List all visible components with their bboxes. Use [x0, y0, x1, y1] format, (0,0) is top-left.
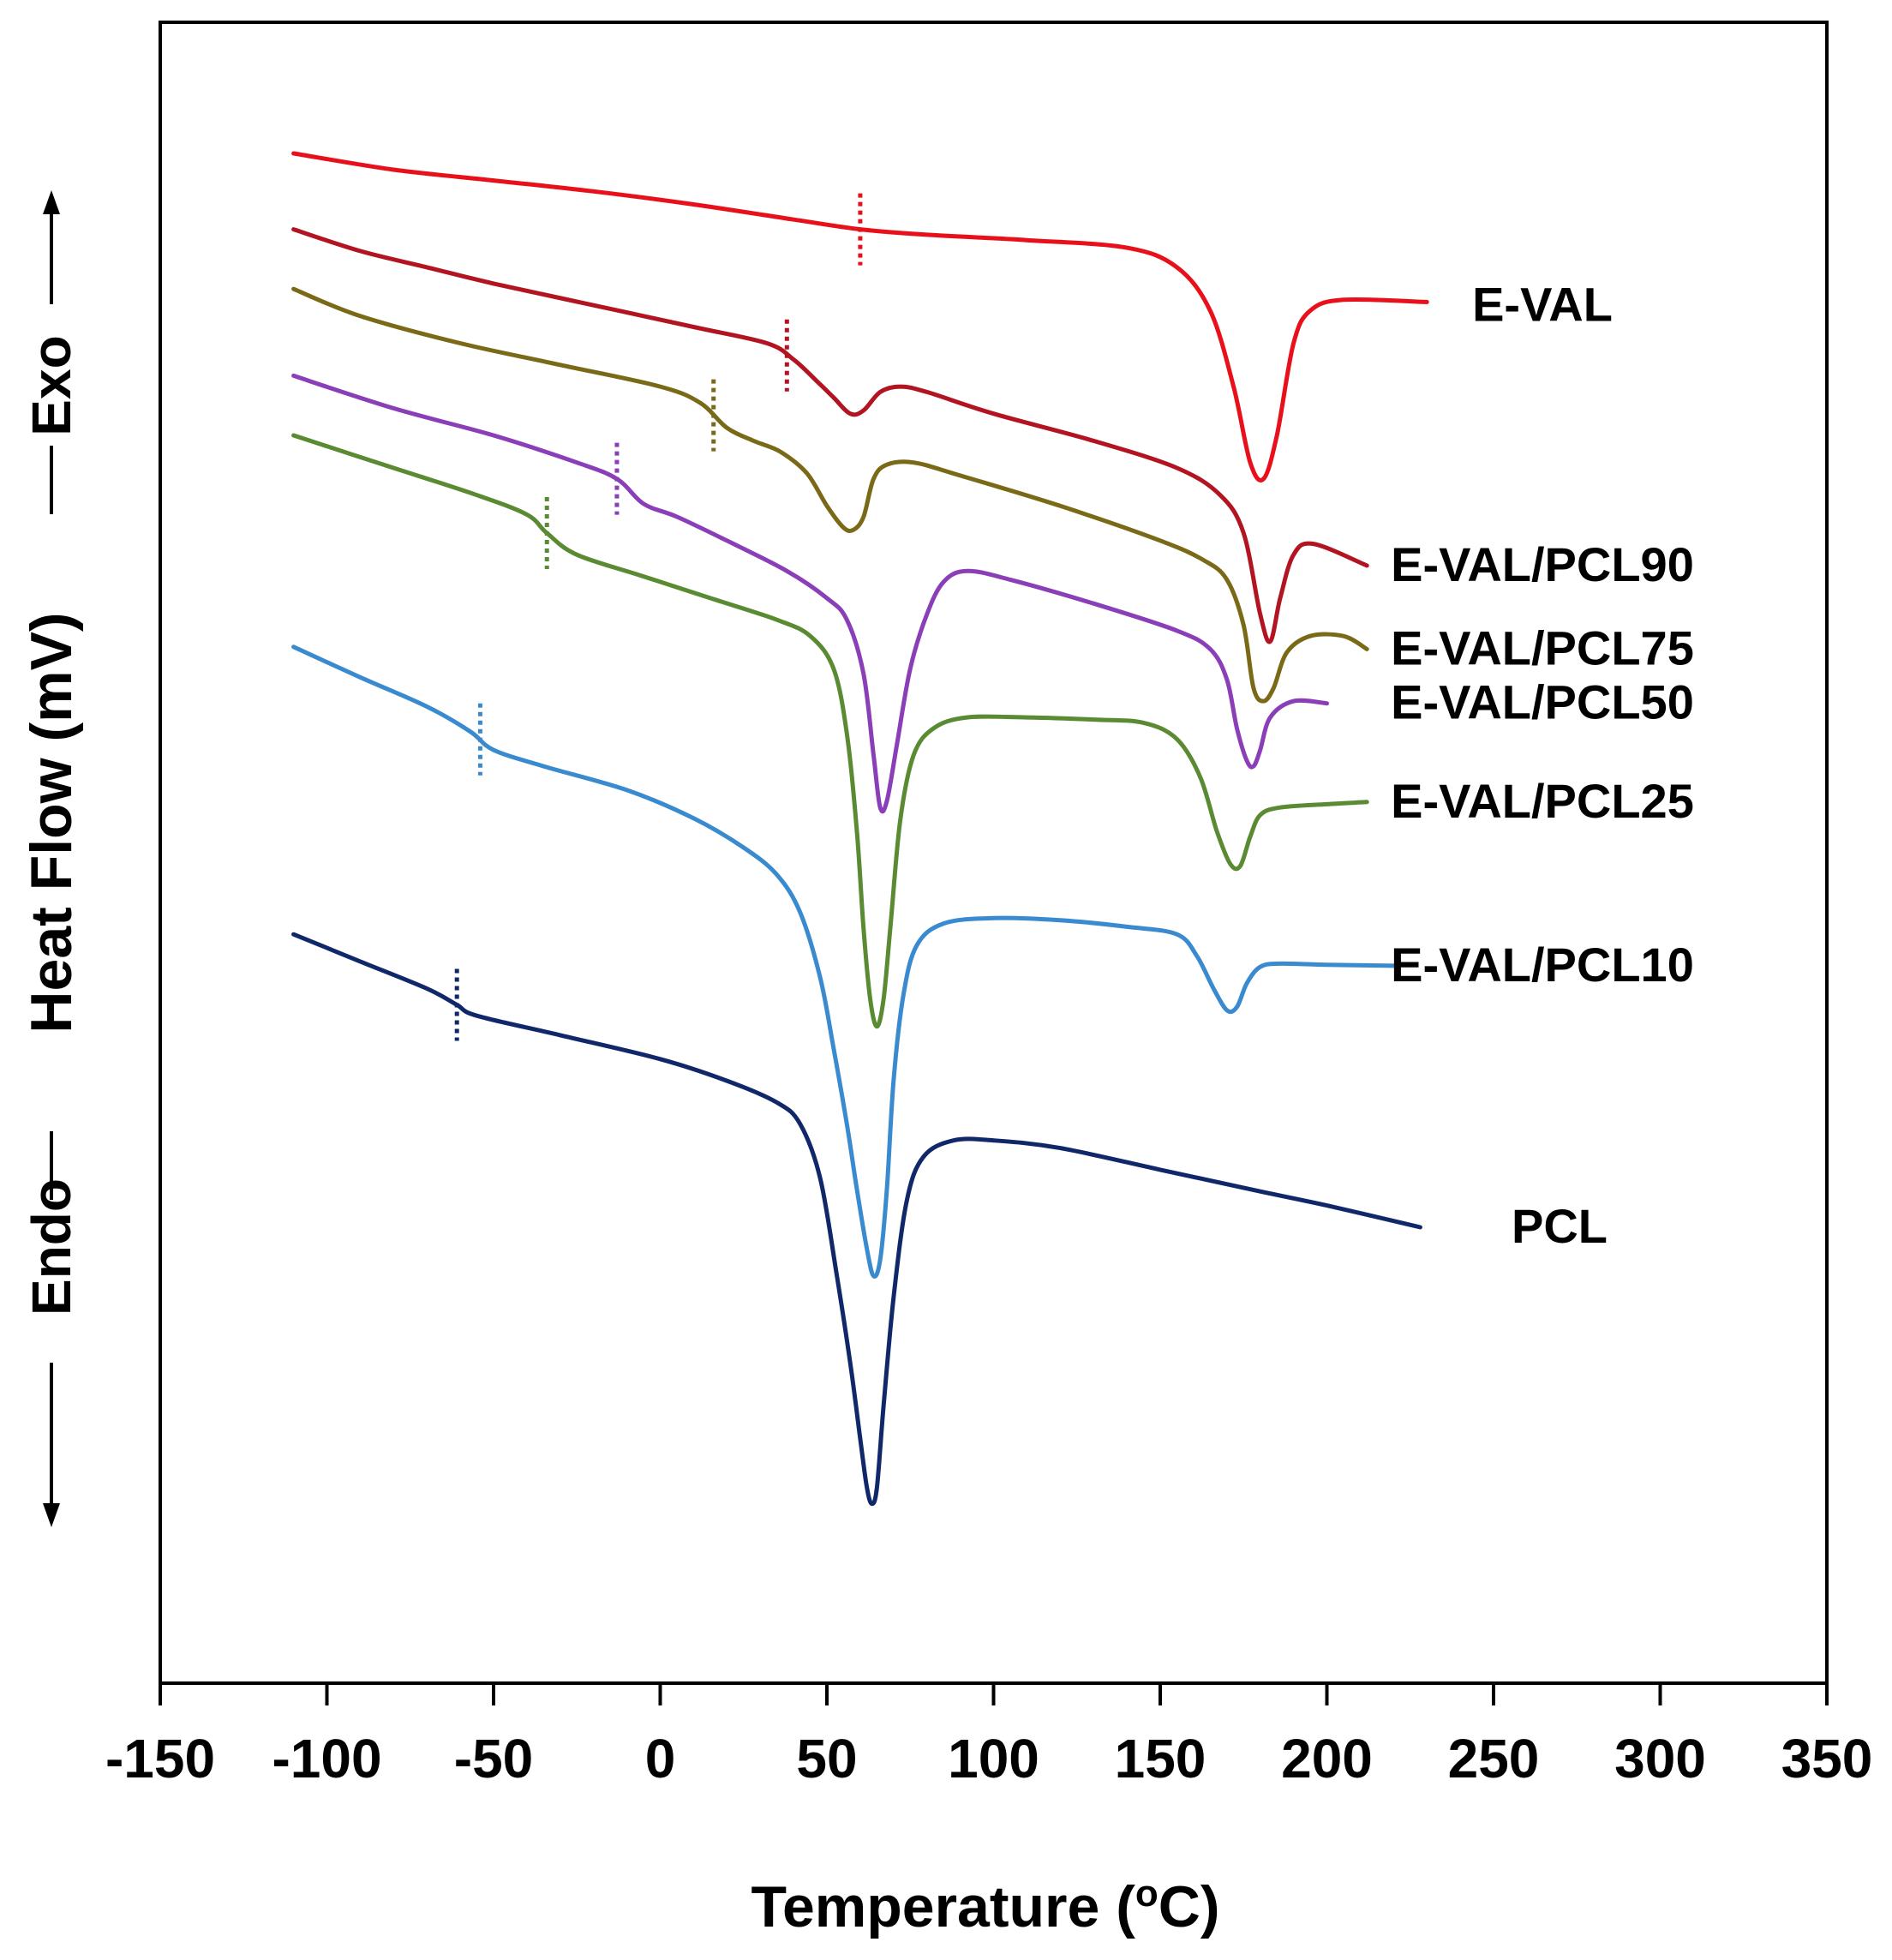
series-label-e-val-pcl90: E-VAL/PCL90 — [1391, 537, 1694, 591]
glass-transition-markers — [454, 193, 863, 1041]
x-tick-label: 250 — [1448, 1728, 1540, 1789]
exo-label: Exo — [21, 335, 82, 435]
series-label-pcl: PCL — [1512, 1199, 1608, 1253]
series-label-e-val-pcl75: E-VAL/PCL75 — [1391, 620, 1694, 674]
plot-area-frame — [159, 21, 1829, 1685]
x-tick-label: 200 — [1281, 1728, 1373, 1789]
x-tick-label: 50 — [796, 1728, 857, 1789]
series-label-e-val-pcl25: E-VAL/PCL25 — [1391, 774, 1694, 828]
x-tick-label: -100 — [272, 1728, 381, 1789]
series-line-e-val-pcl50 — [291, 373, 1329, 814]
endo-arrow-head — [43, 1503, 60, 1527]
exo-arrow-head — [43, 190, 60, 214]
series-line-e-val-pcl10 — [291, 644, 1396, 1279]
x-axis-title: Temperature (oC) — [751, 1873, 1219, 1939]
x-axis-ticks: -150 -100 -50 0 50 100 150 200 250 300 350 — [105, 1683, 1872, 1789]
series-line-e-val-pcl75 — [291, 286, 1369, 704]
series-line-e-val-pcl25 — [291, 433, 1369, 1029]
series-label-e-val: E-VAL — [1472, 277, 1613, 331]
series-lines — [291, 151, 1429, 1507]
x-tick-label: -50 — [454, 1728, 534, 1789]
x-tick-label: 350 — [1781, 1728, 1873, 1789]
series-line-e-val — [291, 151, 1429, 483]
y-axis-title: Heat Flow (mV) — [19, 612, 84, 1033]
x-tick-label: 300 — [1614, 1728, 1706, 1789]
series-label-e-val-pcl50: E-VAL/PCL50 — [1391, 675, 1694, 729]
x-tick-label: 150 — [1115, 1728, 1206, 1789]
series-line-e-val-pcl90 — [291, 227, 1369, 644]
series-label-e-val-pcl10: E-VAL/PCL10 — [1391, 938, 1694, 992]
endo-label: Endo — [21, 1178, 82, 1316]
x-tick-label: 100 — [948, 1728, 1039, 1789]
series-line-pcl — [291, 932, 1422, 1507]
x-tick-label: 0 — [645, 1728, 676, 1789]
x-tick-label: -150 — [105, 1728, 215, 1789]
